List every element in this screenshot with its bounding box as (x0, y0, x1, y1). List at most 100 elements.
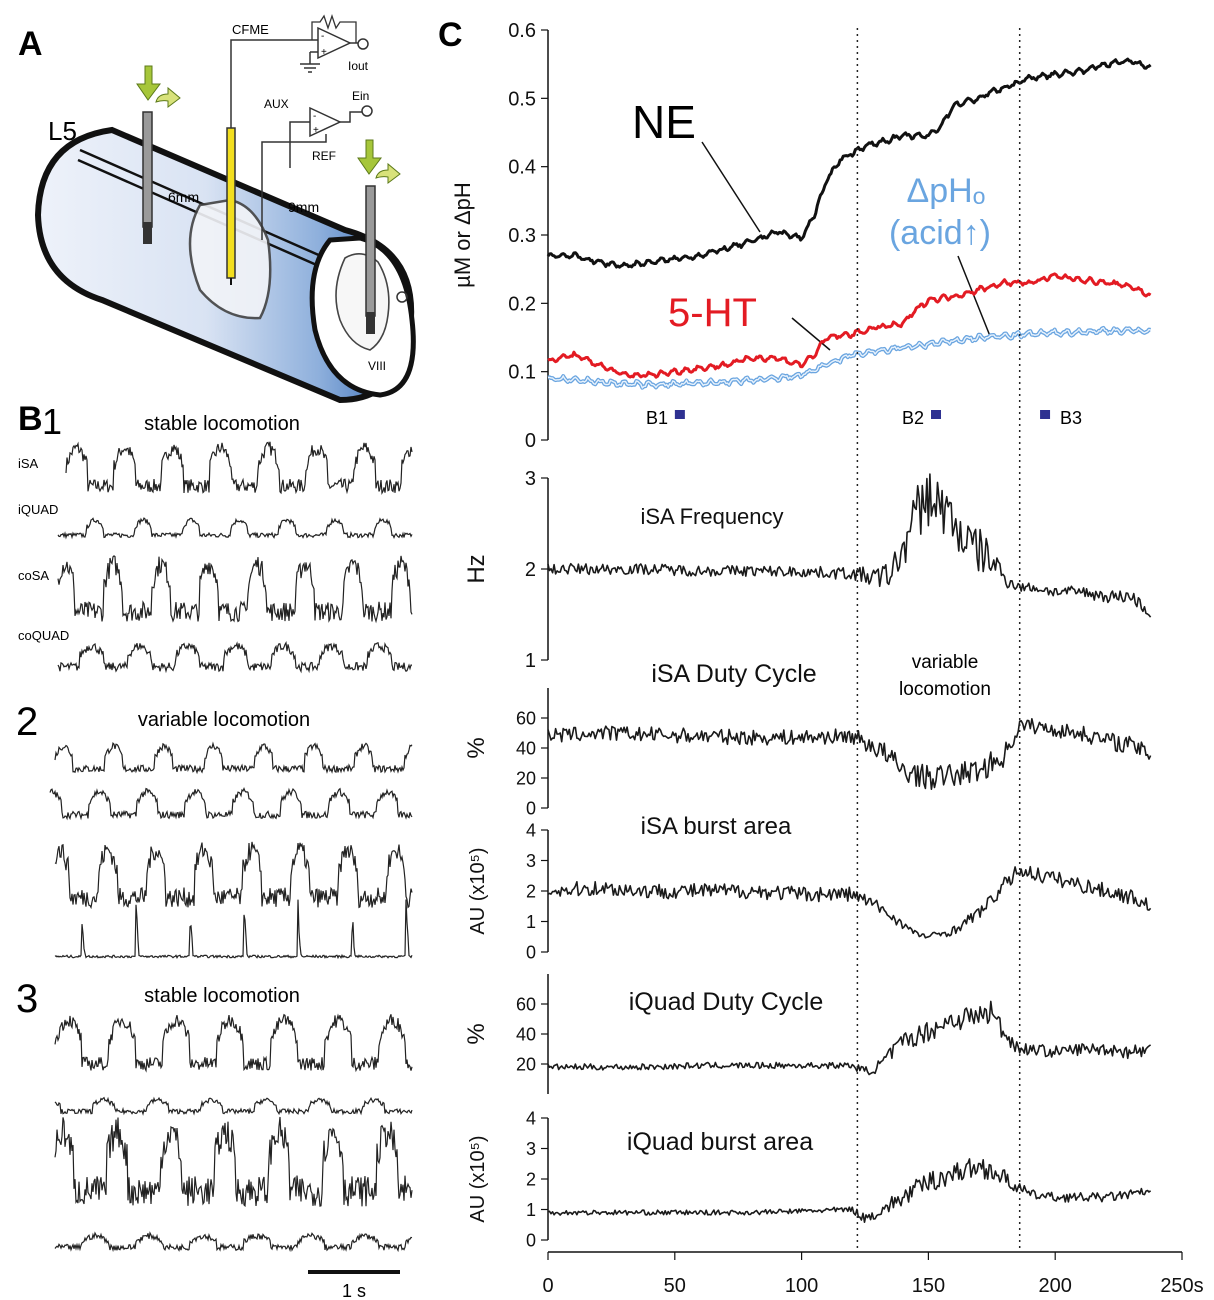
amplifier-2-icon (309, 106, 342, 138)
trace-label-cosa: coSA (18, 568, 49, 583)
b1-isa-trace (65, 441, 413, 496)
cfme-electrode (226, 127, 236, 279)
series-line-2-1 (547, 473, 1152, 618)
y-axis-label-3: % (463, 737, 490, 758)
chart-6: 0 1 2 3 4 AU (x10⁵) iQuad burst area 0 50 100 150 2… (467, 1108, 1204, 1297)
ground-icon (300, 51, 320, 73)
panel-a-schematic: A L5 VIII 6mm 9mm CFME - + (18, 13, 416, 404)
b2-iquad-trace (49, 787, 413, 821)
amp1-minus: - (321, 31, 324, 42)
series-line-1-2 (547, 272, 1152, 379)
marker-square-2 (931, 410, 942, 419)
series-line-5-1 (547, 1000, 1152, 1076)
y-tick-label-6-2: 2 (526, 1169, 536, 1189)
y-tick-label-6-3: 3 (526, 1139, 536, 1159)
x-tick-label-4: 200 (1039, 1275, 1072, 1297)
chart-title-4: iSA burst area (641, 813, 792, 840)
stim-electrode-2-tip (366, 312, 375, 334)
series-line-4-1 (547, 865, 1152, 939)
y-tick-label-3-2: 40 (516, 738, 536, 758)
marker-label-b1: B1 (646, 408, 668, 428)
b3-iquad-trace (54, 1096, 413, 1116)
y-tick-label-3-1: 20 (516, 768, 536, 788)
stim-electrode-2 (365, 185, 376, 317)
marker-square-1 (674, 410, 685, 419)
y-tick-label-4-2: 2 (526, 881, 536, 901)
panel-a-letter: A (18, 25, 43, 63)
y-axis-label-5: % (463, 1023, 490, 1044)
series-line-3-1 (547, 718, 1152, 790)
panel-c-letter: C (438, 16, 463, 54)
b2-title: variable locomotion (138, 709, 310, 731)
trace-label-iquad: iQUAD (18, 502, 58, 517)
trace-label-isa: iSA (18, 456, 39, 471)
ht-annotation: 5-HT (668, 291, 757, 335)
y-tick-label-4-4: 4 (526, 820, 536, 840)
y-tick-label-4-3: 3 (526, 851, 536, 871)
variable-label-2: locomotion (899, 679, 991, 700)
y-tick-label-5-1: 40 (516, 1024, 536, 1044)
y-tick-label-1-4: 0.4 (508, 157, 536, 179)
y-tick-label-2-0: 1 (525, 650, 536, 672)
y-tick-label-1-6: 0.6 (508, 20, 536, 42)
y-tick-label-2-2: 3 (525, 468, 536, 490)
y-axis-label-6: AU (x10⁵) (467, 1135, 489, 1222)
amp2-minus: - (313, 111, 316, 122)
panel-b-traces: B 1 stable locomotion 2 variable locomot… (16, 400, 413, 1300)
turn-arrow-icon (155, 86, 181, 108)
b2-cosa-trace (54, 841, 413, 910)
y-tick-label-1-2: 0.2 (508, 293, 536, 315)
x-tick-label-2: 100 (785, 1275, 818, 1297)
b1-cosa-trace (57, 555, 413, 624)
series-line-6-1 (547, 1158, 1152, 1223)
ht-pointer (791, 317, 831, 351)
y-tick-label-3-0: 0 (526, 798, 536, 818)
y-tick-label-4-1: 1 (526, 912, 536, 932)
b1-coquad-trace (57, 640, 412, 674)
y-axis-label-4: AU (x10⁵) (467, 847, 489, 934)
b3-coquad-trace (54, 1231, 413, 1253)
series-line-1-1 (546, 57, 1152, 269)
b1-iquad-trace (57, 517, 413, 540)
y-tick-label-1-1: 0.1 (508, 362, 536, 384)
ph-pointer (957, 255, 991, 337)
down-arrow-icon-2 (357, 139, 382, 175)
b3-isa-trace (54, 1013, 413, 1073)
ref-wire (261, 134, 327, 240)
viii-label: VIII (368, 359, 386, 373)
chart-title-3: iSA Duty Cycle (651, 660, 816, 688)
ref-label: REF (312, 149, 336, 163)
amplifier-1-icon (317, 26, 352, 60)
b2-coquad-trace (54, 899, 413, 960)
chart-2: 1 2 3 Hz iSA Frequency (463, 468, 1152, 672)
y-tick-label-6-0: 0 (526, 1230, 536, 1250)
panel-b-letter: B (18, 400, 43, 438)
y-tick-label-6-1: 1 (526, 1200, 536, 1220)
stim-electrode-1 (142, 111, 153, 228)
y-tick-label-1-5: 0.5 (508, 88, 536, 110)
dist-6mm-label: 6mm (168, 189, 199, 205)
panel-b2-number: 2 (16, 700, 38, 744)
ne-annotation: NE (632, 96, 696, 148)
aux-wire (289, 121, 310, 168)
x-tick-label-0: 0 (542, 1275, 553, 1297)
scale-label: 1 s (342, 1281, 366, 1300)
chart-5: 20 40 60% iQuad Duty Cycle (463, 974, 1152, 1094)
y-tick-label-2-1: 2 (525, 559, 536, 581)
down-arrow-icon (136, 65, 161, 101)
y-tick-label-3-3: 60 (516, 708, 536, 728)
turn-arrow-icon-2 (375, 162, 401, 184)
marker-label-b2: B2 (902, 408, 924, 428)
cfme-wire (230, 39, 318, 128)
chart-1: 0 0.1 0.2 0.3 0.4 0.5 0.6 µM or ΔpH (450, 20, 1152, 452)
ph-annotation-2: (acid↑) (889, 214, 991, 252)
x-tick-label-5: 250s (1160, 1275, 1203, 1297)
chart-4: 0 1 2 3 4 AU (x10⁵) iSA burst area (467, 813, 1152, 962)
stim-electrode-1-tip (143, 222, 152, 244)
amp2-plus: + (313, 125, 319, 136)
panel-c-charts: C NE 5-HT ΔpHₒ (acid↑) variable locomoti… (438, 16, 1204, 1297)
variable-label-1: variable (912, 652, 979, 673)
dist-9mm-label: 9mm (288, 199, 319, 215)
amp1-plus: + (321, 47, 327, 58)
